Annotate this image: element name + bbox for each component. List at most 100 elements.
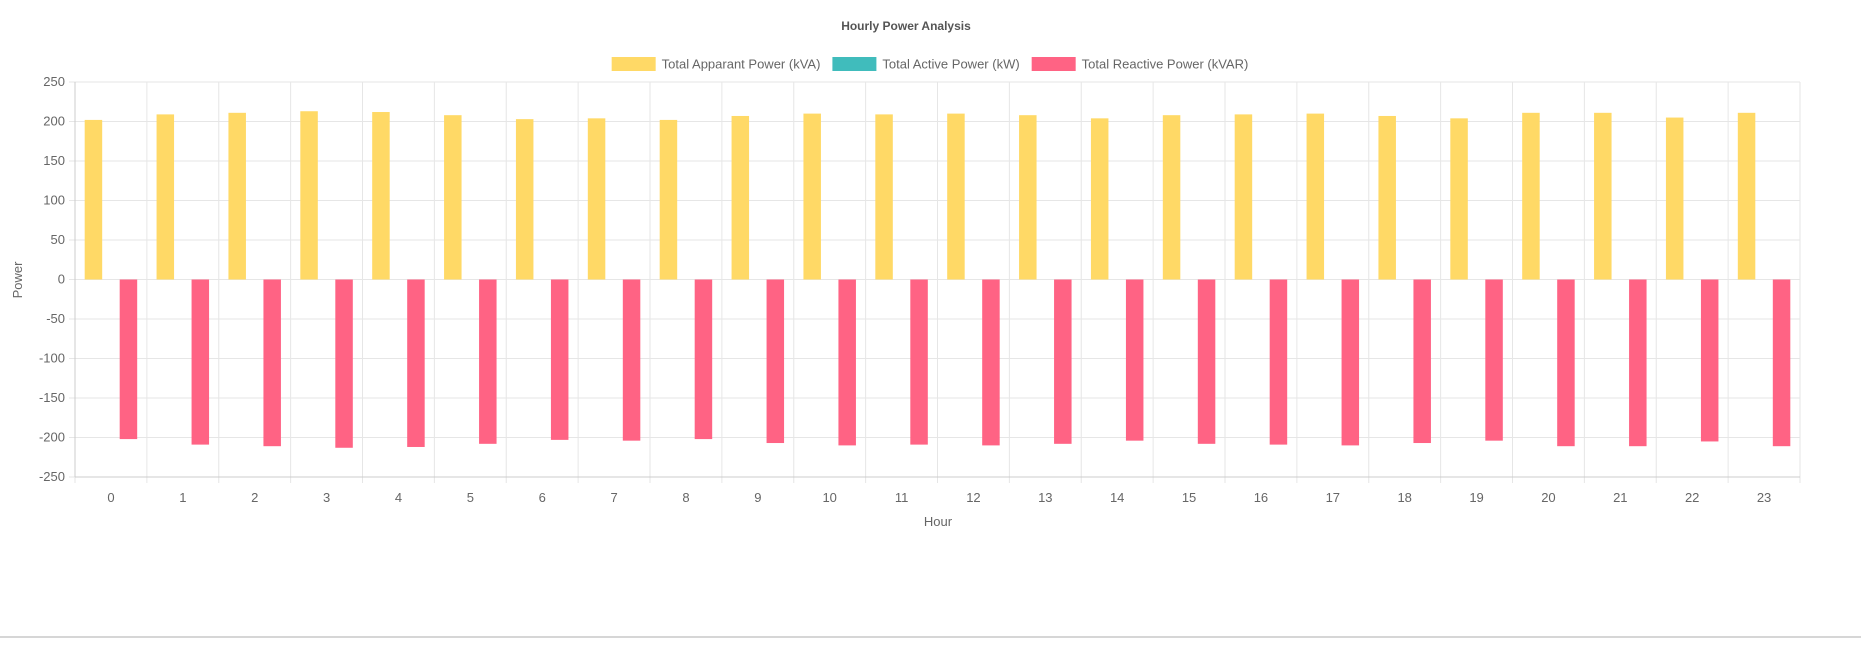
bar-apparent-power[interactable]: [1665, 117, 1684, 280]
bar-reactive-power[interactable]: [263, 279, 281, 447]
bar-apparent-power[interactable]: [515, 119, 534, 280]
x-tick-label: 7: [610, 490, 617, 505]
bar-reactive-power[interactable]: [1054, 279, 1072, 444]
y-tick-label: 50: [51, 232, 65, 247]
bar-apparent-power[interactable]: [1594, 112, 1612, 280]
y-tick-label: 250: [43, 74, 65, 89]
x-axis-title: Hour: [924, 514, 953, 529]
bar-reactive-power[interactable]: [1341, 279, 1360, 446]
y-tick-label: -200: [39, 430, 65, 445]
bar-reactive-power[interactable]: [1485, 279, 1503, 441]
legend-swatch: [1031, 57, 1076, 71]
bar-reactive-power[interactable]: [550, 279, 569, 440]
bar-apparent-power[interactable]: [1234, 114, 1253, 280]
x-tick-label: 17: [1326, 490, 1340, 505]
bar-reactive-power[interactable]: [1125, 279, 1144, 441]
legend-item[interactable]: Total Reactive Power (kVAR): [1031, 57, 1249, 72]
bar-reactive-power[interactable]: [982, 279, 1000, 446]
bar-apparent-power[interactable]: [803, 113, 821, 280]
x-tick-label: 3: [323, 490, 330, 505]
bar-apparent-power[interactable]: [84, 119, 103, 280]
chart-title: Hourly Power Analysis: [841, 19, 971, 33]
bar-reactive-power[interactable]: [694, 279, 713, 440]
bar-reactive-power[interactable]: [191, 279, 210, 445]
bar-apparent-power[interactable]: [1306, 113, 1325, 280]
x-tick-label: 11: [895, 490, 909, 505]
bar-reactive-power[interactable]: [1197, 279, 1216, 444]
legend-swatch: [832, 57, 877, 71]
bar-apparent-power[interactable]: [1378, 115, 1396, 280]
y-tick-label: -150: [39, 390, 65, 405]
legend-label: Total Apparant Power (kVA): [662, 57, 821, 72]
y-tick-label: -100: [39, 351, 65, 366]
x-tick-label: 9: [754, 490, 761, 505]
bars-layer: [84, 111, 1791, 448]
bar-reactive-power[interactable]: [838, 279, 856, 446]
x-tick-label: 4: [395, 490, 402, 505]
bar-reactive-power[interactable]: [1772, 279, 1791, 447]
bar-apparent-power[interactable]: [156, 114, 175, 280]
legend-item[interactable]: Total Active Power (kW): [832, 57, 1020, 72]
bar-apparent-power[interactable]: [1737, 112, 1756, 280]
bar-apparent-power[interactable]: [228, 112, 246, 280]
bottom-divider: [0, 636, 1861, 638]
bar-apparent-power[interactable]: [1450, 118, 1468, 280]
x-tick-label: 14: [1110, 490, 1124, 505]
x-tick-label: 22: [1685, 490, 1699, 505]
y-tick-label: 0: [58, 272, 65, 287]
bar-reactive-power[interactable]: [335, 279, 353, 448]
bar-reactive-power[interactable]: [479, 279, 497, 444]
x-tick-label: 2: [251, 490, 258, 505]
y-axis-title: Power: [10, 261, 25, 299]
legend-label: Total Reactive Power (kVAR): [1082, 57, 1249, 72]
x-tick-label: 8: [682, 490, 689, 505]
x-tick-label: 1: [179, 490, 186, 505]
x-tick-label: 6: [539, 490, 546, 505]
x-tick-label: 23: [1757, 490, 1771, 505]
bar-reactive-power[interactable]: [622, 279, 641, 441]
bar-apparent-power[interactable]: [587, 118, 606, 280]
y-tick-label: -50: [46, 311, 65, 326]
bar-reactive-power[interactable]: [119, 279, 138, 440]
x-tick-label: 15: [1182, 490, 1196, 505]
bar-apparent-power[interactable]: [372, 112, 390, 280]
bar-reactive-power[interactable]: [1269, 279, 1288, 445]
legend-label: Total Active Power (kW): [882, 57, 1019, 72]
x-tick-label: 12: [966, 490, 980, 505]
bar-reactive-power[interactable]: [407, 279, 425, 447]
x-tick-label: 19: [1469, 490, 1483, 505]
bar-reactive-power[interactable]: [1700, 279, 1719, 442]
bar-reactive-power[interactable]: [1557, 279, 1575, 447]
x-tick-label: 13: [1038, 490, 1052, 505]
x-tick-label: 10: [822, 490, 836, 505]
bar-apparent-power[interactable]: [1090, 118, 1109, 280]
x-tick-label: 16: [1254, 490, 1268, 505]
grid-layer: [74, 81, 1801, 483]
bar-apparent-power[interactable]: [875, 114, 893, 280]
bar-apparent-power[interactable]: [731, 115, 750, 280]
bar-reactive-power[interactable]: [1413, 279, 1431, 444]
legend: Total Apparant Power (kVA) Total Active P…: [611, 57, 1249, 72]
bar-apparent-power[interactable]: [1019, 115, 1037, 280]
legend-item[interactable]: Total Apparant Power (kVA): [611, 57, 821, 72]
y-tick-label: 150: [43, 153, 65, 168]
y-tick-label: 100: [43, 193, 65, 208]
x-tick-label: 5: [467, 490, 474, 505]
bar-apparent-power[interactable]: [300, 111, 318, 280]
x-tick-label: 20: [1541, 490, 1555, 505]
legend-swatch: [611, 57, 656, 71]
y-tick-label: 200: [43, 114, 65, 129]
bar-reactive-power[interactable]: [910, 279, 928, 445]
x-tick-label: 0: [107, 490, 114, 505]
bar-apparent-power[interactable]: [659, 119, 678, 280]
bar-apparent-power[interactable]: [444, 115, 462, 280]
x-tick-label: 21: [1613, 490, 1627, 505]
bar-apparent-power[interactable]: [1162, 115, 1181, 280]
bar-apparent-power[interactable]: [1522, 112, 1540, 280]
bar-reactive-power[interactable]: [766, 279, 785, 444]
bar-apparent-power[interactable]: [947, 113, 965, 280]
bar-reactive-power[interactable]: [1629, 279, 1647, 447]
